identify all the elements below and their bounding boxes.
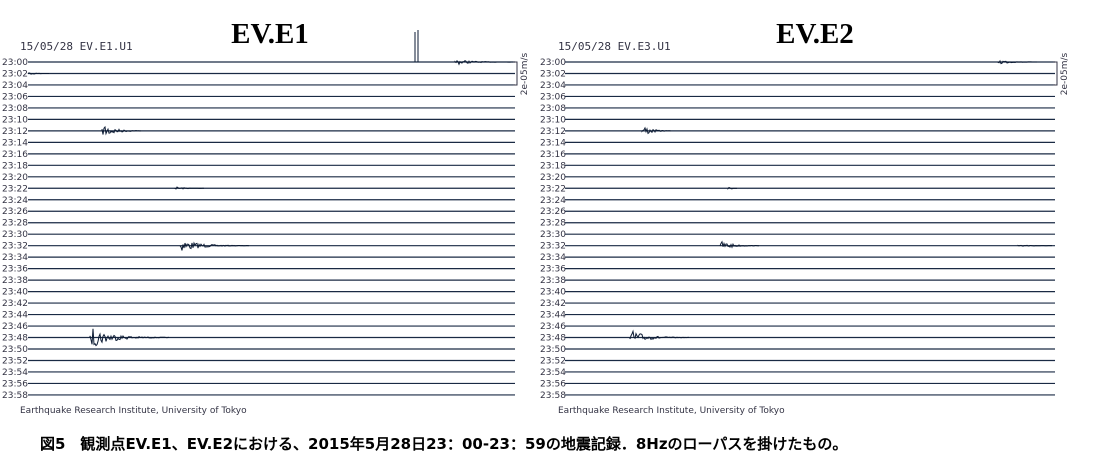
time-label: 23:24 xyxy=(540,196,566,206)
scale-bracket xyxy=(513,61,518,86)
time-label: 23:46 xyxy=(2,322,28,332)
seismic-burst xyxy=(89,328,170,347)
panel-title: EV.E1 xyxy=(231,18,309,50)
time-label: 23:00 xyxy=(2,58,28,68)
time-label: 23:56 xyxy=(2,379,28,389)
time-label: 23:44 xyxy=(2,311,28,321)
time-label: 23:50 xyxy=(2,345,28,355)
spike xyxy=(414,30,419,62)
time-label: 23:40 xyxy=(540,288,566,298)
time-label: 23:28 xyxy=(540,219,566,229)
time-label: 23:58 xyxy=(2,391,28,401)
seismic-burst xyxy=(641,126,672,135)
time-label: 23:38 xyxy=(540,276,566,286)
time-label: 23:04 xyxy=(540,81,566,91)
time-label: 23:00 xyxy=(540,58,566,68)
time-label: 23:32 xyxy=(2,242,28,252)
time-label: 23:04 xyxy=(2,81,28,91)
time-label: 23:42 xyxy=(2,299,28,309)
time-label: 23:52 xyxy=(2,356,28,366)
scale-label: 2e-05m/s xyxy=(520,52,530,95)
time-label: 23:48 xyxy=(2,334,28,344)
time-label: 23:16 xyxy=(2,150,28,160)
time-label: 23:54 xyxy=(2,368,28,378)
time-label: 23:14 xyxy=(2,138,28,148)
time-label: 23:34 xyxy=(2,253,28,263)
time-label: 23:46 xyxy=(540,322,566,332)
time-label: 23:16 xyxy=(540,150,566,160)
time-label: 23:22 xyxy=(2,184,28,194)
time-label: 23:06 xyxy=(540,92,566,102)
time-label: 23:56 xyxy=(540,379,566,389)
panel-header: 15/05/28 EV.E3.U1 xyxy=(558,40,671,53)
seismic-burst xyxy=(727,186,738,190)
scale-bracket xyxy=(1053,61,1058,86)
time-label: 23:22 xyxy=(540,184,566,194)
seismic-burst xyxy=(719,240,760,249)
time-label: 23:12 xyxy=(2,127,28,137)
time-label: 23:18 xyxy=(540,161,566,171)
time-label: 23:08 xyxy=(2,104,28,114)
panel-title: EV.E2 xyxy=(776,18,854,50)
time-label: 23:36 xyxy=(2,265,28,275)
time-label: 23:24 xyxy=(2,196,28,206)
time-label: 23:12 xyxy=(540,127,566,137)
seismic-burst xyxy=(1017,244,1053,247)
seismic-burst xyxy=(27,72,50,75)
time-label: 23:30 xyxy=(540,230,566,240)
time-label: 23:44 xyxy=(540,311,566,321)
panel-header: 15/05/28 EV.E1.U1 xyxy=(20,40,133,53)
time-label: 23:42 xyxy=(540,299,566,309)
time-label: 23:14 xyxy=(540,138,566,148)
seismic-burst xyxy=(174,186,205,190)
time-label: 23:02 xyxy=(2,69,28,79)
panel-footer: Earthquake Research Institute, Universit… xyxy=(558,406,785,416)
time-label: 23:32 xyxy=(540,242,566,252)
seismic-burst xyxy=(454,60,515,66)
time-label: 23:26 xyxy=(2,207,28,217)
time-label: 23:52 xyxy=(540,356,566,366)
time-label: 23:26 xyxy=(540,207,566,217)
seismic-burst xyxy=(997,59,1038,65)
seismic-burst xyxy=(179,241,250,251)
caption: 図5 観測点EV.E1、EV.E2における、2015年5月28日23：00-23… xyxy=(40,435,847,453)
panel-footer: Earthquake Research Institute, Universit… xyxy=(20,406,247,416)
time-label: 23:48 xyxy=(540,334,566,344)
time-label: 23:06 xyxy=(2,92,28,102)
time-label: 23:28 xyxy=(2,219,28,229)
time-label: 23:58 xyxy=(540,391,566,401)
time-label: 23:50 xyxy=(540,345,566,355)
time-label: 23:18 xyxy=(2,161,28,171)
time-label: 23:38 xyxy=(2,276,28,286)
time-label: 23:02 xyxy=(540,69,566,79)
seismic-burst xyxy=(629,329,690,341)
time-label: 23:54 xyxy=(540,368,566,378)
time-label: 23:40 xyxy=(2,288,28,298)
seismic-burst xyxy=(101,125,142,136)
time-label: 23:20 xyxy=(540,173,566,183)
time-label: 23:10 xyxy=(540,115,566,125)
scale-label: 2e-05m/s xyxy=(1060,52,1070,95)
time-label: 23:30 xyxy=(2,230,28,240)
time-label: 23:36 xyxy=(540,265,566,275)
time-label: 23:34 xyxy=(540,253,566,263)
time-label: 23:08 xyxy=(540,104,566,114)
time-label: 23:20 xyxy=(2,173,28,183)
time-label: 23:10 xyxy=(2,115,28,125)
